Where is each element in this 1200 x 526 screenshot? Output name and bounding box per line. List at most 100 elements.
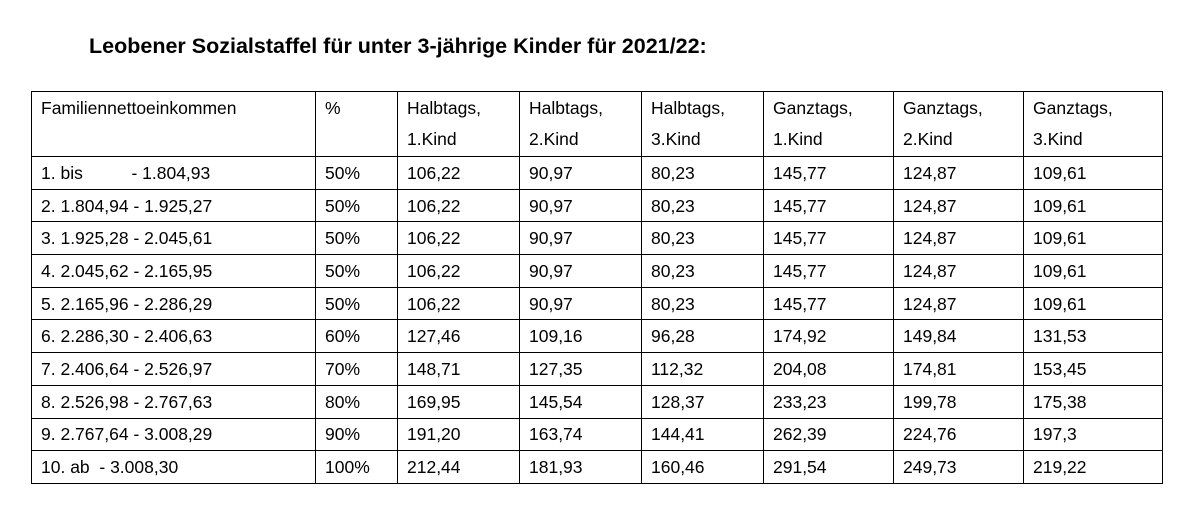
halbtags-1-cell: 191,20 [397,417,520,452]
percent-cell: 80% [315,384,398,419]
header-label-line1: Ganztags, [903,98,983,118]
table-row: 7. 2.406,64 - 2.526,97 70% 148,71 127,35 112… [31,352,1163,386]
halbtags-1-cell: 106,22 [397,156,520,190]
halbtags-3-cell: 80,23 [641,254,764,288]
halbtags-2-cell: 181,93 [519,450,642,484]
halbtags-1-cell: 127,46 [397,319,520,354]
ganztags-2-cell: 149,84 [893,319,1024,354]
percent-cell: 50% [315,188,398,223]
table-row: 1. bis - 1.804,93 50% 106,22 90,97 80,23 145,… [31,156,1163,190]
header-label-line2: 2.Kind [529,129,579,149]
ganztags-1-cell: 145,77 [763,286,894,321]
table-body: 1. bis - 1.804,93 50% 106,22 90,97 80,23 145,… [31,156,1163,484]
percent-cell: 90% [315,417,398,452]
ganztags-3-cell: 219,22 [1023,450,1163,484]
header-label-line1: % [325,98,341,118]
table-row: 2. 1.804,94 - 1.925,27 50% 106,22 90,97 80,2… [31,188,1163,223]
ganztags-1-cell: 262,39 [763,417,894,452]
ganztags-1-cell: 145,77 [763,156,894,190]
header-halbtags-3: Halbtags, 3.Kind [641,91,764,157]
header-label-line2: 3.Kind [651,129,701,149]
ganztags-3-cell: 153,45 [1023,352,1163,386]
halbtags-3-cell: 80,23 [641,221,764,256]
income-cell: 9. 2.767,64 - 3.008,29 [31,417,316,452]
percent-cell: 50% [315,254,398,288]
ganztags-3-cell: 131,53 [1023,319,1163,354]
income-cell: 7. 2.406,64 - 2.526,97 [31,352,316,386]
table-row: 8. 2.526,98 - 2.767,63 80% 169,95 145,54 128… [31,384,1163,419]
halbtags-1-cell: 106,22 [397,254,520,288]
halbtags-1-cell: 212,44 [397,450,520,484]
ganztags-1-cell: 174,92 [763,319,894,354]
halbtags-3-cell: 112,32 [641,352,764,386]
ganztags-2-cell: 174,81 [893,352,1024,386]
halbtags-3-cell: 144,41 [641,417,764,452]
halbtags-2-cell: 145,54 [519,384,642,419]
income-cell: 5. 2.165,96 - 2.286,29 [31,286,316,321]
halbtags-3-cell: 128,37 [641,384,764,419]
income-cell: 8. 2.526,98 - 2.767,63 [31,384,316,419]
percent-cell: 70% [315,352,398,386]
halbtags-2-cell: 90,97 [519,286,642,321]
header-ganztags-3: Ganztags, 3.Kind [1023,91,1163,157]
income-cell: 6. 2.286,30 - 2.406,63 [31,319,316,354]
header-label-line2: 2.Kind [903,129,953,149]
income-cell: 1. bis - 1.804,93 [31,156,316,190]
ganztags-3-cell: 175,38 [1023,384,1163,419]
ganztags-2-cell: 124,87 [893,188,1024,223]
ganztags-3-cell: 109,61 [1023,221,1163,256]
header-label-line1: Halbtags, [529,98,603,118]
ganztags-3-cell: 197,3 [1023,417,1163,452]
ganztags-1-cell: 145,77 [763,254,894,288]
table-row: 3. 1.925,28 - 2.045,61 50% 106,22 90,97 80,2… [31,221,1163,256]
header-halbtags-2: Halbtags, 2.Kind [519,91,642,157]
header-label-line1: Halbtags, [651,98,725,118]
halbtags-1-cell: 169,95 [397,384,520,419]
header-percent: % [315,91,398,157]
ganztags-3-cell: 109,61 [1023,286,1163,321]
halbtags-2-cell: 90,97 [519,254,642,288]
halbtags-1-cell: 148,71 [397,352,520,386]
table-row: 9. 2.767,64 - 3.008,29 90% 191,20 163,74 144… [31,417,1163,452]
ganztags-3-cell: 109,61 [1023,254,1163,288]
halbtags-3-cell: 160,46 [641,450,764,484]
table-row: 5. 2.165,96 - 2.286,29 50% 106,22 90,97 80,2… [31,286,1163,321]
halbtags-2-cell: 90,97 [519,221,642,256]
income-cell: 10. ab - 3.008,30 [31,450,316,484]
header-ganztags-1: Ganztags, 1.Kind [763,91,894,157]
ganztags-2-cell: 199,78 [893,384,1024,419]
table-header-row: Familiennettoeinkommen% Halbtags, 1.Kind Ha… [31,91,1163,157]
halbtags-3-cell: 80,23 [641,286,764,321]
ganztags-2-cell: 249,73 [893,450,1024,484]
table-row: 6. 2.286,30 - 2.406,63 60% 127,46 109,16 96,… [31,319,1163,354]
ganztags-1-cell: 291,54 [763,450,894,484]
halbtags-2-cell: 163,74 [519,417,642,452]
ganztags-1-cell: 204,08 [763,352,894,386]
ganztags-1-cell: 233,23 [763,384,894,419]
ganztags-2-cell: 124,87 [893,221,1024,256]
header-income: Familiennettoeinkommen [31,91,316,157]
ganztags-2-cell: 124,87 [893,254,1024,288]
table-row: 4. 2.045,62 - 2.165,95 50% 106,22 90,97 80,2… [31,254,1163,288]
percent-cell: 50% [315,156,398,190]
ganztags-1-cell: 145,77 [763,221,894,256]
header-halbtags-1: Halbtags, 1.Kind [397,91,520,157]
halbtags-2-cell: 109,16 [519,319,642,354]
ganztags-3-cell: 109,61 [1023,156,1163,190]
ganztags-3-cell: 109,61 [1023,188,1163,223]
percent-cell: 50% [315,221,398,256]
halbtags-3-cell: 80,23 [641,156,764,190]
ganztags-2-cell: 124,87 [893,286,1024,321]
header-label-line1: Ganztags, [773,98,853,118]
income-cell: 4. 2.045,62 - 2.165,95 [31,254,316,288]
halbtags-2-cell: 90,97 [519,188,642,223]
header-label-line2: 1.Kind [773,129,823,149]
halbtags-3-cell: 96,28 [641,319,764,354]
income-cell: 2. 1.804,94 - 1.925,27 [31,188,316,223]
percent-cell: 60% [315,319,398,354]
halbtags-2-cell: 127,35 [519,352,642,386]
income-cell: 3. 1.925,28 - 2.045,61 [31,221,316,256]
header-label-line2: 1.Kind [407,129,457,149]
ganztags-1-cell: 145,77 [763,188,894,223]
sozialstaffel-table: Familiennettoeinkommen% Halbtags, 1.Kind Ha… [31,91,1163,484]
